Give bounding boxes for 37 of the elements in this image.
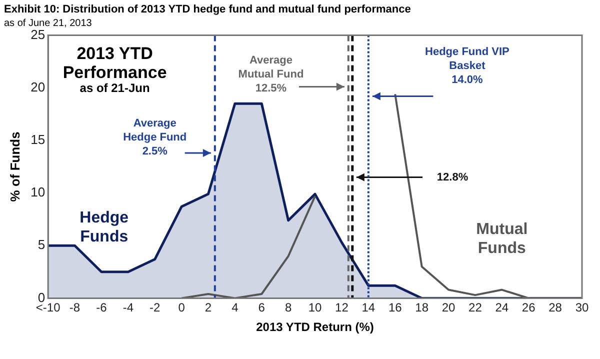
x-tick-label: 28 bbox=[548, 300, 562, 315]
y-tick-label: 5 bbox=[38, 237, 46, 252]
x-tick-label: 18 bbox=[415, 300, 429, 315]
ref-line-label: 12.8% bbox=[436, 171, 468, 184]
x-tick-label: 12 bbox=[335, 300, 349, 315]
x-tick-label: 30 bbox=[575, 300, 589, 315]
ref-line-label: Average Hedge Fund 2.5% bbox=[123, 118, 187, 158]
x-tick-label: 0 bbox=[178, 300, 186, 315]
x-tick-label: 10 bbox=[308, 300, 322, 315]
x-tick-label: 24 bbox=[495, 300, 509, 315]
x-tick-label: 16 bbox=[388, 300, 402, 315]
x-tick-label: 4 bbox=[232, 300, 239, 315]
x-tick-label: -4 bbox=[122, 300, 134, 315]
y-tick-label: 10 bbox=[30, 184, 46, 200]
ref-line-label: Hedge Fund VIP Basket 14.0% bbox=[425, 46, 510, 86]
x-axis-title: 2013 YTD Return (%) bbox=[256, 320, 374, 334]
x-tick-label: 8 bbox=[284, 300, 292, 315]
x-tick-label: -8 bbox=[69, 300, 80, 315]
chart-subtitle: as of June 21, 2013 bbox=[4, 18, 92, 29]
y-tick-label: 25 bbox=[30, 26, 46, 42]
ref-line-label: Average Mutual Fund 12.5% bbox=[238, 54, 304, 94]
x-tick-label: -6 bbox=[96, 300, 108, 315]
x-tick-label: 2 bbox=[204, 300, 212, 315]
y-axis-title: % of Funds bbox=[7, 132, 22, 202]
x-tick-label: 22 bbox=[468, 300, 482, 315]
x-tick-label: 14 bbox=[362, 300, 376, 315]
annotation: 2013 YTD Performance bbox=[62, 44, 167, 82]
text: Mutual Funds bbox=[476, 221, 528, 258]
y-tick-label: 20 bbox=[30, 79, 46, 94]
x-tick-label: 20 bbox=[442, 300, 456, 315]
x-tick-label: -2 bbox=[150, 300, 161, 315]
series-label: Hedge Funds bbox=[80, 210, 129, 246]
x-tick-label: 26 bbox=[522, 300, 536, 315]
x-tick-label: 6 bbox=[258, 300, 266, 315]
y-tick-label: 15 bbox=[30, 132, 46, 147]
annotation: as of 21-Jun bbox=[80, 81, 150, 96]
chart-title: Exhibit 10: Distribution of 2013 YTD hedge fund and mutual fund performance bbox=[4, 4, 411, 16]
